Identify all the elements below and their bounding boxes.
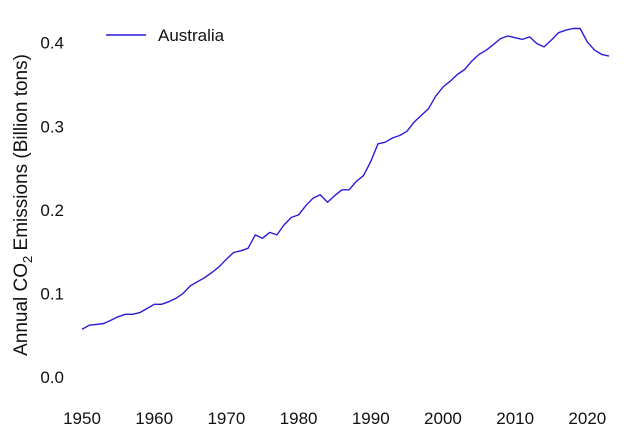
x-axis-ticks: 1950 1960 1970 1980 1990 2000 2010 2020 [63,409,606,428]
x-tick-label: 2010 [496,409,534,428]
x-tick-label: 1980 [280,409,318,428]
x-tick-label: 1960 [135,409,173,428]
y-axis-title-post: Emissions (Billion tons) [11,54,32,256]
series-line-australia [81,27,610,331]
y-axis-title: Annual CO2 Emissions (Billion tons) [11,54,35,356]
x-tick-label: 2020 [568,409,606,428]
y-tick-label: 0.2 [40,201,64,220]
x-tick-label: 1990 [352,409,390,428]
y-axis-title-pre: Annual CO [11,263,32,356]
y-axis-ticks: 0.0 0.1 0.2 0.3 0.4 [40,34,64,387]
legend-label-australia: Australia [158,26,225,45]
series-group [81,27,610,331]
y-tick-label: 0.1 [40,284,64,303]
legend: Australia [106,26,225,45]
y-axis-title-subscript: 2 [20,256,35,263]
y-tick-label: 0.4 [40,34,64,53]
x-tick-label: 2000 [424,409,462,428]
x-tick-label: 1970 [207,409,245,428]
x-tick-label: 1950 [63,409,101,428]
y-tick-label: 0.3 [40,117,64,136]
y-tick-label: 0.0 [40,368,64,387]
